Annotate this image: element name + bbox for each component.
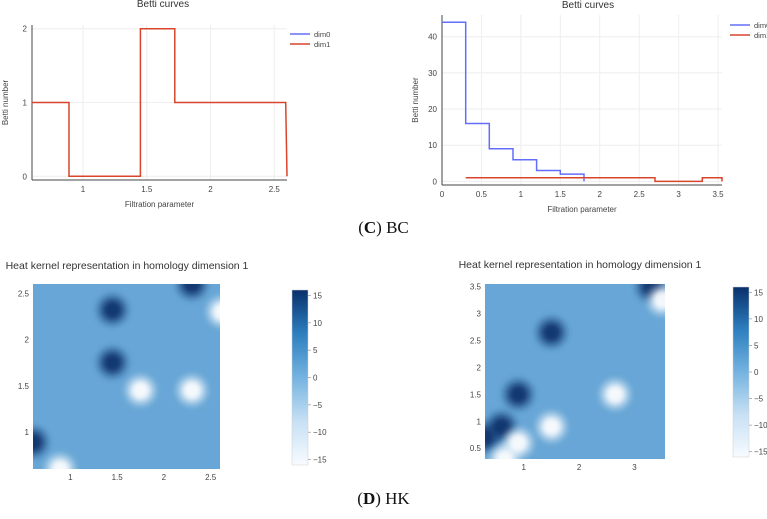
- hk-right-title: Heat kernel representation in homology d…: [459, 259, 702, 271]
- hk-left-colorbar-label: −5: [313, 401, 323, 410]
- hk-left-peak: [181, 284, 202, 294]
- hk-right-peak: [508, 384, 529, 405]
- betti-right-ytick-label: 40: [428, 33, 437, 42]
- hk-right-peak: [494, 449, 515, 459]
- hk-right-peak: [652, 290, 665, 311]
- hk-right-colorbar-label: 10: [754, 315, 763, 324]
- caption-d-letter: D: [362, 489, 376, 508]
- hk-right-ytick-label: 0.5: [470, 444, 482, 453]
- betti-right-xtick-label: 2: [598, 190, 603, 199]
- caption-c-letter: C: [363, 218, 377, 237]
- hk-left-peak: [130, 380, 151, 401]
- hk-left-peaks: [33, 284, 220, 469]
- hk-right-xtick-label: 1: [522, 463, 527, 472]
- hk-right-peaks: [485, 284, 665, 459]
- betti-left-xtick-label: 2.5: [269, 185, 281, 194]
- hk-left-xtick-label: 2.5: [205, 473, 217, 482]
- hk-right-peak: [485, 427, 495, 448]
- caption-d: (D) HK: [357, 489, 410, 508]
- betti-right-plot-area: [442, 15, 722, 185]
- betti-right-ytick-label: 30: [428, 69, 437, 78]
- hk-left-colorbar: [291, 289, 309, 466]
- hk-left-xtick-label: 1: [68, 473, 73, 482]
- hk-right-colorbar-label: −15: [754, 448, 767, 457]
- betti-right-xtick-label: 1: [519, 190, 524, 199]
- hk-left-colorbar-label: 15: [313, 291, 322, 300]
- betti-right-title: Betti curves: [562, 0, 614, 11]
- hk-left-colorbar-label: 10: [313, 319, 322, 328]
- hk-right-ytick-label: 1.5: [470, 390, 482, 399]
- caption-d-text: HK: [385, 489, 410, 508]
- hk-left-peak: [181, 380, 202, 401]
- hk-left-xtick-label: 2: [162, 473, 167, 482]
- hk-left-peak-halo: [205, 295, 220, 328]
- hk-right-ytick-label: 2: [477, 363, 482, 372]
- caption-c-text: BC: [386, 218, 409, 237]
- betti-right-xtick-label: 3: [676, 190, 681, 199]
- hk-right-colorbar-label: 15: [754, 288, 763, 297]
- hk-left-peak: [50, 459, 71, 469]
- betti-right-legend-label-dim1: dim1: [754, 31, 767, 40]
- hk-right-peak: [541, 322, 562, 343]
- betti-left-xtick-label: 1.5: [141, 185, 153, 194]
- hk-left-ytick-label: 1: [25, 428, 30, 437]
- hk-right-ytick-label: 2.5: [470, 337, 482, 346]
- hk-right-colorbar: [732, 286, 750, 458]
- hk-right-xtick-label: 2: [577, 463, 582, 472]
- betti-right-legend-label-dim0: dim0: [754, 21, 767, 30]
- betti-right-xtick-label: 1.5: [555, 190, 567, 199]
- hk-right-colorbar-label: −5: [754, 395, 764, 404]
- hk-left-peak: [33, 432, 43, 453]
- caption-c: (C) BC: [358, 218, 409, 237]
- betti-left-ytick-label: 1: [23, 99, 28, 108]
- betti-right-ylabel: Betti number: [411, 77, 420, 123]
- betti-left-ytick-label: 2: [23, 25, 28, 34]
- betti-right-ytick-label: 0: [433, 177, 438, 186]
- betti-right-series-dim1: [465, 177, 723, 183]
- hk-left-ytick-label: 2: [25, 336, 30, 345]
- hk-left-ytick-label: 2.5: [18, 289, 30, 298]
- hk-right-xtick-label: 3: [632, 463, 637, 472]
- betti-left-legend-label-dim0: dim0: [314, 30, 330, 39]
- hk-left-colorbar-label: 0: [313, 374, 318, 383]
- betti-left-series-dim1: [32, 27, 288, 178]
- betti-right-xtick-label: 2.5: [634, 190, 646, 199]
- hk-left-colorbar-label: −15: [313, 456, 327, 465]
- hk-right-ytick-label: 3: [477, 310, 482, 319]
- hk-left-ytick-label: 1.5: [18, 382, 30, 391]
- betti-right-series-dim0: [442, 21, 585, 182]
- hk-left-colorbar-label: 5: [313, 346, 318, 355]
- hk-left-peak: [102, 352, 123, 373]
- hk-left-title: Heat kernel representation in homology d…: [6, 260, 249, 272]
- betti-right-xtick-label: 0.5: [476, 190, 488, 199]
- betti-left-ytick-label: 0: [23, 172, 28, 181]
- hk-left-peak: [211, 301, 220, 322]
- betti-right-xtick-label: 3.5: [712, 190, 724, 199]
- hk-right-colorbar-label: −10: [754, 421, 767, 430]
- hk-left-xtick-label: 1.5: [112, 473, 124, 482]
- hk-right-peak: [605, 384, 626, 405]
- hk-right-ytick-label: 1: [477, 417, 482, 426]
- hk-left-colorbar-label: −10: [313, 428, 327, 437]
- hk-left-peak: [102, 299, 123, 320]
- betti-right-xlabel: Filtration parameter: [547, 205, 617, 214]
- betti-left-xlabel: Filtration parameter: [125, 200, 195, 209]
- hk-right-colorbar-label: 0: [754, 368, 759, 377]
- betti-left-ylabel: Betti number: [1, 79, 10, 125]
- betti-left-xtick-label: 1: [81, 185, 86, 194]
- betti-left-title: Betti curves: [137, 0, 189, 10]
- betti-left-legend-label-dim1: dim1: [314, 40, 330, 49]
- hk-right-colorbar-label: 5: [754, 341, 759, 350]
- betti-right-ytick-label: 10: [428, 141, 437, 150]
- betti-right-xtick-label: 0: [440, 190, 445, 199]
- hk-right-ytick-label: 3.5: [470, 283, 482, 292]
- betti-left-xtick-label: 2: [208, 185, 213, 194]
- betti-right-ytick-label: 20: [428, 105, 437, 114]
- hk-right-peak: [541, 416, 562, 437]
